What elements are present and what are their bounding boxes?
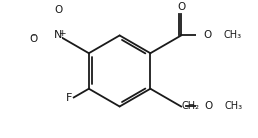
Text: CH₃: CH₃ [223, 30, 241, 40]
Text: N: N [54, 30, 62, 40]
Text: O: O [204, 101, 212, 112]
Text: O: O [177, 2, 185, 12]
Text: O: O [54, 5, 62, 15]
Text: +: + [58, 29, 66, 38]
Text: O: O [29, 34, 37, 44]
Text: F: F [66, 93, 73, 103]
Text: O: O [204, 30, 212, 40]
Text: CH₂: CH₂ [182, 101, 200, 112]
Text: ⁻: ⁻ [30, 33, 35, 43]
Text: CH₃: CH₃ [224, 101, 242, 112]
